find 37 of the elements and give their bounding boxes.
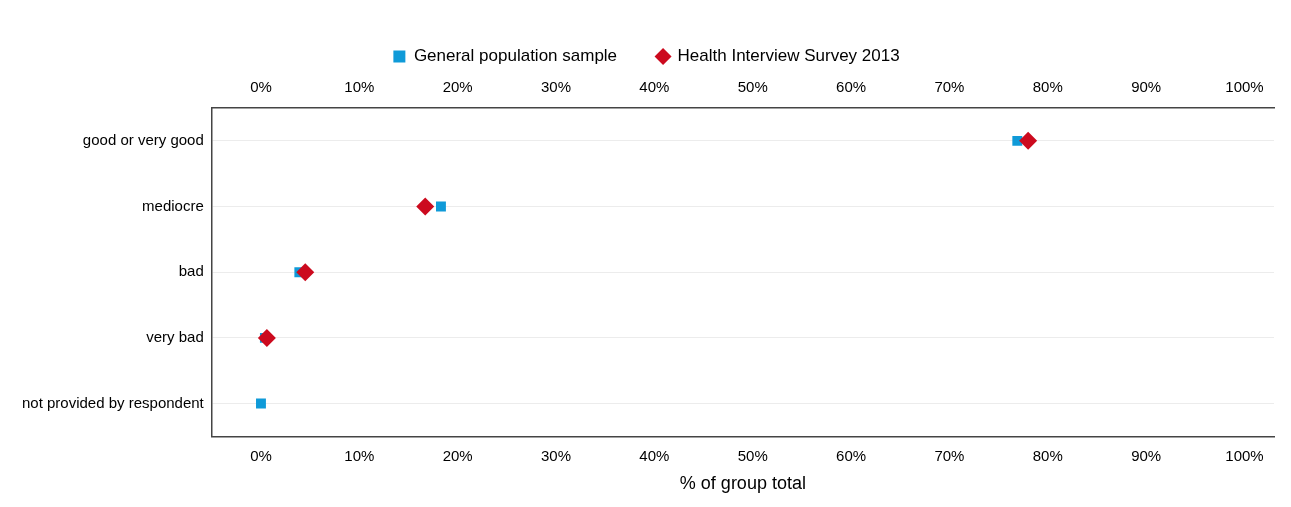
- y-tick-label: mediocre: [142, 196, 204, 214]
- point: [1012, 135, 1023, 146]
- x-tick-label: 70%: [934, 446, 965, 464]
- x-tick-label: 20%: [442, 446, 473, 464]
- point: [1019, 131, 1038, 150]
- point: [257, 328, 276, 347]
- point: [416, 197, 435, 216]
- legend-label: General population sample: [413, 46, 618, 66]
- x2-tick-label: 20%: [442, 78, 473, 96]
- x2-tick-label: 30%: [541, 78, 572, 96]
- y-tick-label: very bad: [146, 328, 204, 346]
- x2-tick-label: 10%: [344, 78, 375, 96]
- x-tick-label: 90%: [1131, 446, 1162, 464]
- x2-tick-label: 100%: [1225, 78, 1264, 96]
- x-tick-label: 30%: [541, 446, 572, 464]
- x-tick-label: 10%: [344, 446, 375, 464]
- y-tick-label: good or very good: [82, 130, 204, 148]
- x2-tick-label: 70%: [934, 78, 965, 96]
- x2-tick-label: 40%: [639, 78, 670, 96]
- x2-tick-label: 0%: [250, 78, 272, 96]
- x2-tick-label: 60%: [836, 78, 867, 96]
- x-axis-title: % of group total: [679, 473, 806, 494]
- x-tick-label: 50%: [737, 446, 768, 464]
- x2-tick-label: 80%: [1032, 78, 1063, 96]
- point: [256, 398, 266, 409]
- x-tick-label: 40%: [639, 446, 670, 464]
- x-tick-label: 60%: [836, 446, 867, 464]
- point: [296, 263, 315, 282]
- x-tick-label: 100%: [1225, 446, 1264, 464]
- y-tick-label: bad: [178, 262, 204, 280]
- point: [436, 201, 446, 212]
- y-tick-label: not provided by respondent: [22, 393, 205, 411]
- x2-tick-label: 90%: [1131, 78, 1162, 96]
- x2-tick-label: 50%: [737, 78, 768, 96]
- legend-label: Health Interview Survey 2013: [677, 46, 900, 66]
- x-tick-label: 80%: [1032, 446, 1063, 464]
- x-tick-label: 0%: [250, 446, 272, 464]
